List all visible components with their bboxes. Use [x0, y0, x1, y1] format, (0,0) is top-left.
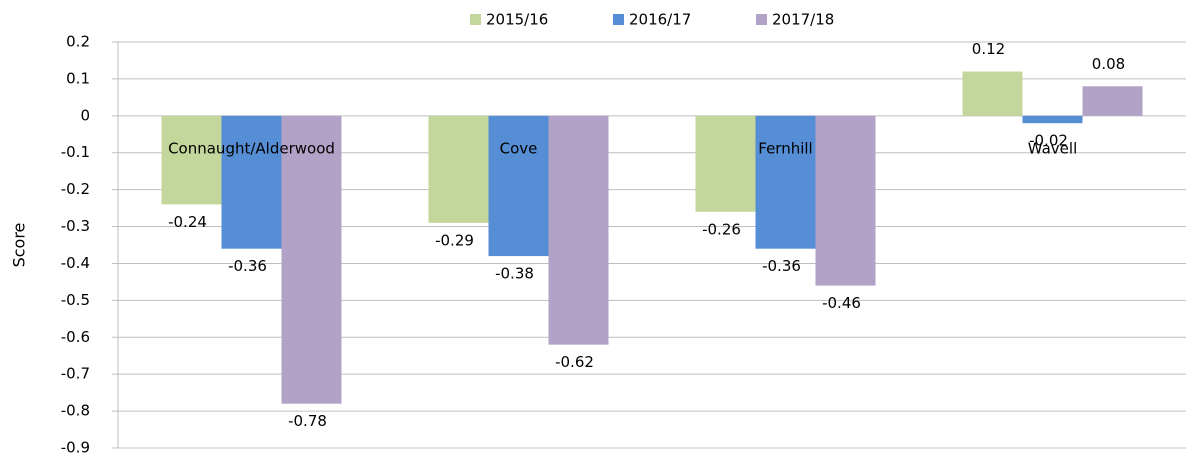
y-tick-label: -0.3 — [61, 217, 90, 235]
y-tick-label: -0.9 — [61, 439, 90, 454]
y-tick-label: -0.5 — [61, 291, 90, 309]
bar — [161, 115, 222, 205]
data-label: -0.46 — [822, 294, 861, 312]
bar — [695, 115, 756, 212]
y-tick-label: 0.2 — [66, 33, 90, 51]
y-tick-label: -0.4 — [61, 254, 90, 272]
data-label: -0.24 — [168, 213, 207, 231]
legend-label: 2017/18 — [772, 11, 834, 29]
bar — [488, 115, 549, 257]
y-tick-label: -0.8 — [61, 402, 90, 420]
y-tick-label: 0 — [80, 106, 90, 124]
data-label: -0.36 — [762, 257, 801, 275]
data-label: 0.12 — [972, 40, 1005, 58]
x-tick-label: Cove — [500, 139, 538, 157]
x-tick-label: Wavell — [1028, 139, 1078, 157]
bar — [281, 115, 342, 404]
legend-label: 2016/17 — [629, 11, 691, 29]
bar — [962, 71, 1023, 116]
bar — [1022, 115, 1083, 124]
bar — [815, 115, 876, 286]
data-label: 0.08 — [1092, 55, 1125, 73]
bar — [428, 115, 489, 223]
data-label: -0.26 — [702, 220, 741, 238]
bar — [221, 115, 282, 249]
y-tick-label: -0.6 — [61, 328, 90, 346]
y-tick-label: 0.1 — [66, 69, 90, 87]
bar — [1082, 86, 1143, 116]
y-axis-label: Score — [10, 223, 29, 268]
legend-swatch — [756, 14, 767, 25]
y-tick-label: -0.2 — [61, 180, 90, 198]
legend-label: 2015/16 — [486, 11, 548, 29]
bar — [548, 115, 609, 345]
data-label: -0.36 — [228, 257, 267, 275]
x-tick-label: Connaught/Alderwood — [168, 139, 335, 157]
legend-swatch — [470, 14, 481, 25]
data-label: -0.29 — [435, 231, 474, 249]
data-label: -0.02 — [1029, 132, 1068, 150]
data-label: -0.62 — [555, 353, 594, 371]
y-tick-label: -0.1 — [61, 143, 90, 161]
data-label: -0.38 — [495, 265, 534, 283]
x-tick-label: Fernhill — [758, 139, 812, 157]
data-label: -0.78 — [288, 412, 327, 430]
bar — [755, 115, 816, 249]
y-tick-label: -0.7 — [61, 365, 90, 383]
legend-swatch — [613, 14, 624, 25]
